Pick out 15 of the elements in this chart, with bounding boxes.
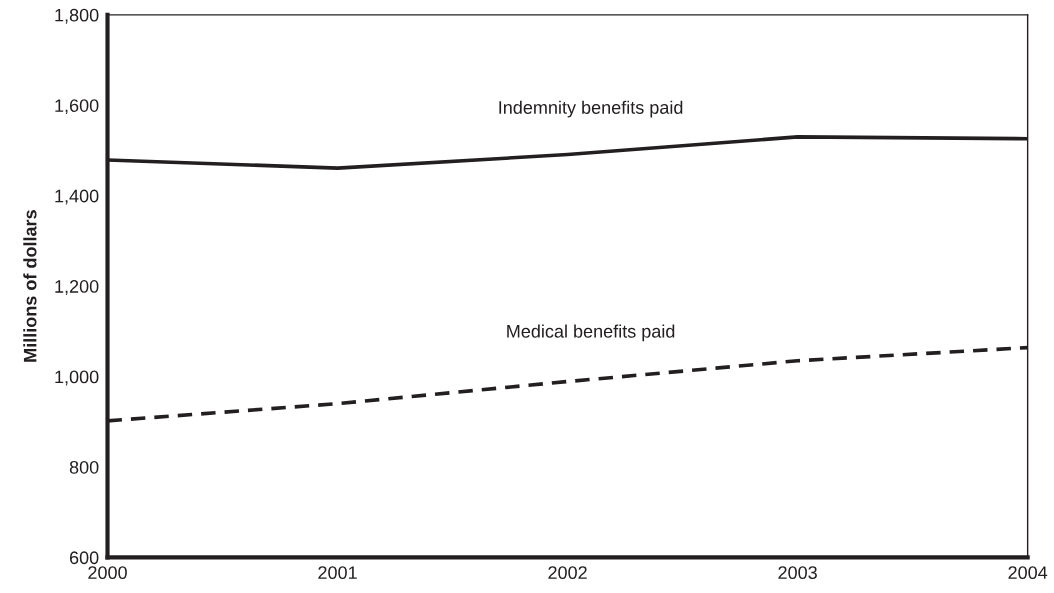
y-tick-label: 1,200: [55, 280, 99, 295]
x-tick-label: 2000: [88, 566, 127, 580]
y-tick-label: 600: [69, 551, 99, 565]
y-tick-label: 1,600: [55, 99, 99, 115]
x-tick-label: 2004: [1008, 566, 1048, 580]
y-axis-title: Millions of dollars: [23, 210, 37, 362]
x-tick-label: 2001: [318, 566, 357, 580]
y-tick-label: 800: [69, 460, 99, 474]
series-label: Medical benefits paid: [507, 324, 675, 342]
x-tick-label: 2002: [548, 566, 587, 580]
x-tick-label: 2003: [778, 566, 817, 580]
y-tick-label: 1,800: [55, 8, 99, 24]
y-tick-label: 1,000: [55, 370, 99, 386]
series-label: Indemnity benefits paid: [499, 100, 683, 118]
y-tick-label: 1,400: [55, 189, 99, 205]
